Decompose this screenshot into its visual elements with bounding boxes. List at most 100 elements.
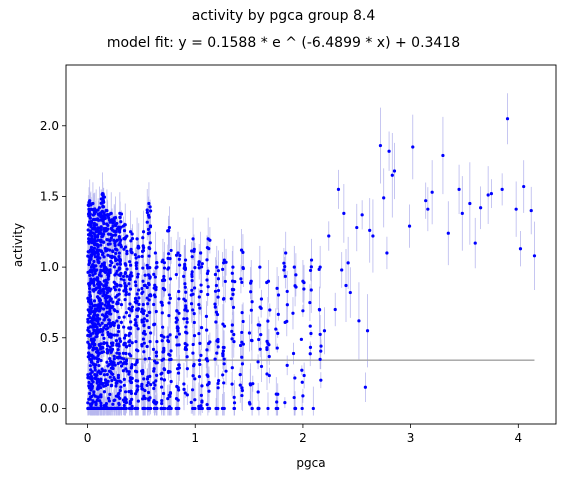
- data-point: [274, 392, 278, 396]
- data-point: [222, 297, 226, 301]
- data-point: [92, 329, 96, 333]
- data-point: [125, 274, 129, 278]
- data-point: [200, 406, 204, 411]
- data-point: [88, 286, 92, 291]
- data-point: [88, 391, 92, 396]
- data-point: [147, 282, 151, 287]
- data-point: [93, 303, 97, 308]
- data-point: [112, 361, 116, 365]
- data-point: [96, 276, 100, 280]
- data-point: [141, 279, 145, 283]
- data-point: [145, 263, 149, 267]
- data-point: [175, 406, 180, 411]
- data-point: [96, 319, 100, 324]
- data-point: [267, 343, 271, 347]
- data-point: [240, 362, 245, 366]
- data-point: [348, 290, 352, 295]
- data-point: [102, 221, 106, 226]
- data-point: [142, 394, 146, 398]
- data-point: [91, 281, 96, 285]
- data-point: [251, 382, 255, 386]
- data-point: [479, 206, 483, 210]
- data-point: [100, 249, 104, 254]
- data-point: [105, 311, 109, 315]
- data-point: [230, 366, 234, 370]
- data-point: [333, 307, 337, 312]
- data-point: [205, 359, 210, 363]
- data-point: [238, 383, 242, 387]
- chart-subtitle: model fit: y = 0.1588 * e ^ (-6.4899 * x…: [106, 35, 461, 51]
- data-point: [259, 297, 264, 301]
- data-point: [86, 223, 91, 227]
- data-point: [90, 353, 94, 357]
- data-point: [206, 292, 210, 297]
- data-point: [108, 375, 112, 379]
- data-point: [143, 332, 147, 336]
- data-point: [86, 203, 90, 207]
- data-point: [103, 216, 107, 220]
- data-point: [119, 302, 124, 307]
- data-point: [182, 382, 186, 386]
- data-point: [231, 305, 236, 309]
- data-point: [283, 264, 287, 269]
- data-point: [161, 258, 165, 262]
- data-point: [160, 385, 164, 389]
- data-point: [128, 287, 133, 291]
- data-point: [177, 289, 181, 294]
- data-point: [93, 365, 97, 370]
- data-point: [183, 266, 188, 270]
- data-point: [159, 377, 164, 381]
- data-point: [199, 283, 203, 287]
- data-point: [205, 245, 210, 250]
- y-tick-label: 0.0: [40, 401, 59, 415]
- x-tick-label: 1: [191, 431, 199, 445]
- data-point: [133, 323, 137, 327]
- data-point: [365, 329, 370, 333]
- data-point: [177, 343, 181, 347]
- data-point: [103, 213, 107, 217]
- data-point: [145, 383, 149, 387]
- data-point: [174, 335, 179, 339]
- data-point: [145, 208, 149, 212]
- data-point: [154, 373, 159, 378]
- data-point: [111, 249, 115, 253]
- data-point: [123, 297, 127, 302]
- data-point: [106, 227, 110, 231]
- data-point: [116, 361, 120, 366]
- data-point: [154, 309, 158, 314]
- data-point: [292, 265, 296, 269]
- data-point: [216, 381, 220, 386]
- data-point: [135, 388, 140, 392]
- data-point: [87, 380, 91, 385]
- data-point: [214, 406, 218, 411]
- data-point: [148, 310, 152, 314]
- data-point: [192, 286, 197, 290]
- data-point: [115, 319, 119, 323]
- data-point: [204, 314, 209, 318]
- y-axis-ticks: 0.0 0.5 1.0 1.5 2.0: [40, 119, 66, 415]
- data-point: [92, 259, 96, 264]
- data-point: [115, 262, 119, 266]
- data-point: [199, 393, 204, 397]
- data-point: [122, 403, 126, 408]
- data-point: [94, 347, 98, 351]
- data-point: [148, 241, 152, 245]
- data-point: [293, 376, 297, 380]
- data-point: [103, 270, 108, 275]
- data-point: [134, 263, 138, 268]
- data-point: [88, 216, 92, 220]
- data-point: [145, 377, 150, 381]
- data-point: [154, 288, 158, 292]
- data-point: [205, 278, 209, 282]
- data-point: [122, 383, 126, 387]
- data-point: [136, 327, 140, 331]
- data-point: [112, 357, 116, 361]
- data-point: [318, 332, 322, 337]
- data-point: [92, 246, 96, 250]
- data-point: [112, 229, 117, 233]
- data-point: [127, 370, 131, 374]
- data-point: [122, 341, 127, 346]
- data-point: [118, 258, 123, 262]
- data-point: [110, 256, 114, 260]
- data-point: [160, 325, 165, 329]
